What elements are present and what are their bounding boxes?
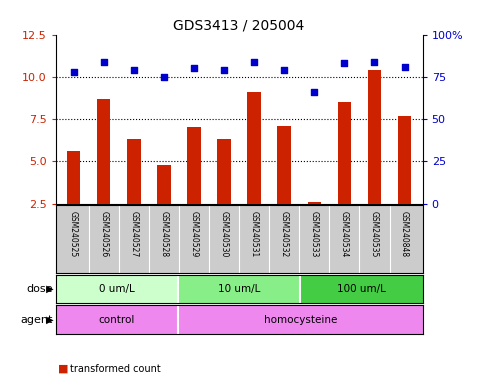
Point	[280, 67, 288, 73]
Point	[220, 67, 228, 73]
Bar	[247, 92, 261, 204]
Text: GSM240848: GSM240848	[400, 211, 409, 257]
Text: homocysteine: homocysteine	[264, 314, 337, 325]
Point	[311, 89, 318, 95]
Point	[130, 67, 138, 73]
Text: GSM240529: GSM240529	[189, 211, 199, 257]
Bar	[127, 139, 141, 204]
Text: ▶: ▶	[43, 284, 54, 294]
Text: agent: agent	[21, 314, 53, 325]
Text: 0 um/L: 0 um/L	[99, 284, 135, 294]
Text: GSM240526: GSM240526	[99, 211, 108, 257]
Point	[190, 65, 198, 71]
Text: ▶: ▶	[43, 314, 54, 325]
Text: GSM240535: GSM240535	[370, 211, 379, 257]
Bar	[368, 70, 381, 204]
Text: GSM240530: GSM240530	[220, 211, 228, 257]
Bar	[67, 151, 80, 204]
Point	[250, 58, 258, 65]
Point	[370, 58, 378, 65]
Text: GSM240534: GSM240534	[340, 211, 349, 257]
Point	[160, 74, 168, 80]
Bar	[338, 102, 351, 204]
Text: GSM240531: GSM240531	[250, 211, 258, 257]
Text: GSM240533: GSM240533	[310, 211, 319, 257]
Text: dose: dose	[27, 284, 53, 294]
Bar	[277, 126, 291, 204]
Bar	[187, 127, 201, 204]
Point	[401, 64, 409, 70]
Point	[341, 60, 348, 66]
Bar	[398, 116, 412, 204]
Bar	[97, 99, 111, 204]
Bar	[217, 139, 231, 204]
Text: GSM240525: GSM240525	[69, 211, 78, 257]
Text: 10 um/L: 10 um/L	[218, 284, 260, 294]
Point	[70, 69, 77, 75]
Text: GSM240532: GSM240532	[280, 211, 289, 257]
Bar	[308, 202, 321, 204]
Text: ■: ■	[58, 364, 69, 374]
Text: control: control	[99, 314, 135, 325]
Text: GSM240527: GSM240527	[129, 211, 138, 257]
Bar	[157, 165, 170, 204]
Point	[100, 58, 108, 65]
Text: 100 um/L: 100 um/L	[337, 284, 386, 294]
Text: transformed count: transformed count	[70, 364, 161, 374]
Text: GSM240528: GSM240528	[159, 211, 169, 257]
Title: GDS3413 / 205004: GDS3413 / 205004	[173, 18, 305, 32]
